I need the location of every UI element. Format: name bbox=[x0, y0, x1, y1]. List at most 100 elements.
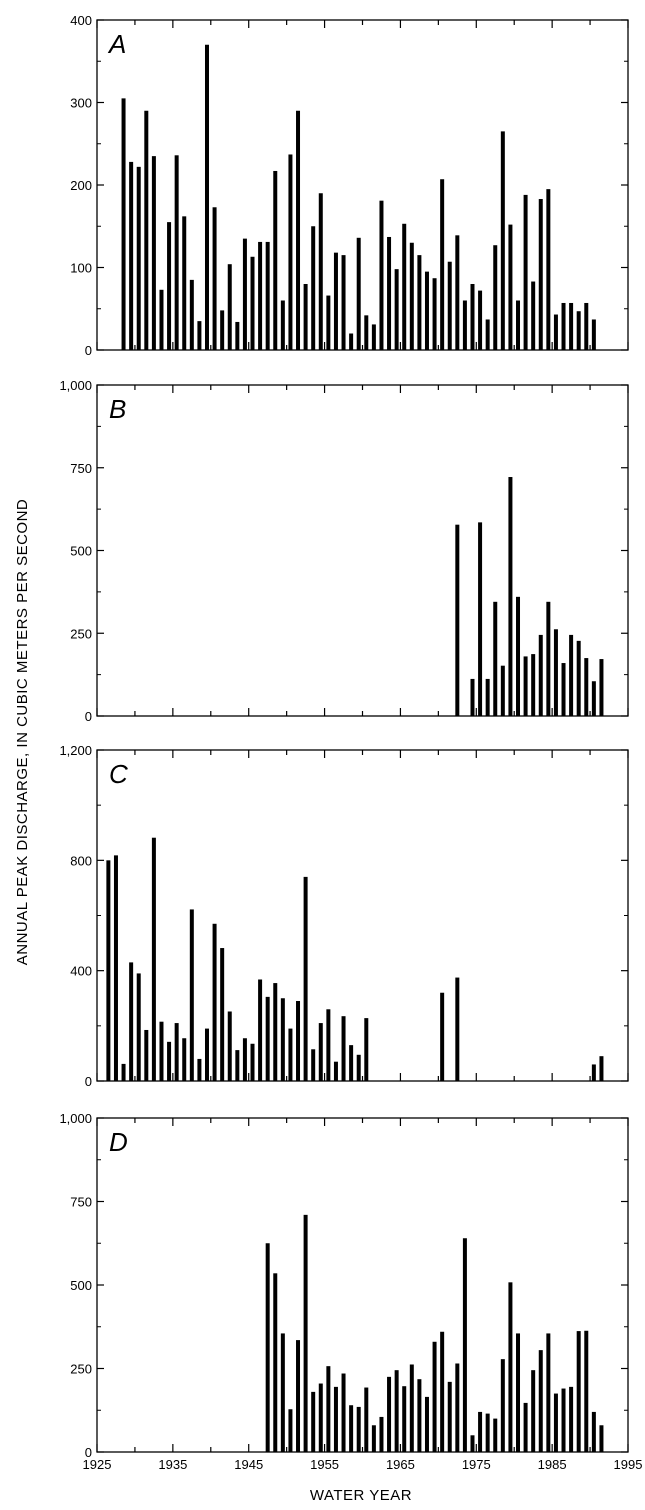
bar bbox=[280, 998, 285, 1081]
bar bbox=[212, 923, 217, 1081]
bar bbox=[265, 996, 270, 1081]
bar bbox=[402, 223, 407, 350]
bar bbox=[508, 1282, 513, 1452]
bar bbox=[500, 131, 505, 350]
bar bbox=[493, 245, 498, 350]
bar bbox=[349, 1405, 354, 1452]
bar bbox=[341, 255, 346, 350]
y-tick-label: 0 bbox=[85, 1445, 92, 1460]
y-tick-label: 400 bbox=[70, 964, 92, 979]
bar bbox=[326, 1366, 331, 1452]
bar bbox=[333, 1386, 338, 1452]
bar bbox=[349, 333, 354, 350]
bar bbox=[227, 264, 232, 350]
bar bbox=[129, 962, 134, 1081]
y-tick-label: 500 bbox=[70, 1278, 92, 1293]
bar bbox=[447, 261, 452, 350]
bar bbox=[151, 837, 156, 1081]
bar bbox=[478, 290, 483, 350]
panel-b: 0 250 500 750 1,000 B bbox=[59, 378, 629, 724]
bar bbox=[591, 319, 596, 350]
bar bbox=[470, 1435, 475, 1452]
bar bbox=[318, 1023, 323, 1081]
bar bbox=[144, 110, 149, 350]
bar bbox=[478, 1411, 483, 1452]
bar bbox=[303, 1214, 308, 1452]
y-tick-label: 1,000 bbox=[59, 378, 92, 393]
y-axis-title: ANNUAL PEAK DISCHARGE, IN CUBIC METERS P… bbox=[14, 499, 31, 966]
bar bbox=[538, 1350, 543, 1452]
bar bbox=[523, 1402, 528, 1452]
bar bbox=[500, 1359, 505, 1452]
bar bbox=[440, 1331, 445, 1452]
bar bbox=[546, 601, 551, 716]
y-tick-label: 1,200 bbox=[59, 743, 92, 758]
bar bbox=[394, 1370, 399, 1452]
bar bbox=[356, 237, 361, 350]
bar bbox=[508, 224, 513, 350]
bar bbox=[591, 1411, 596, 1452]
chart-panels: 0 100 200 300 400 A 0 250 500 750 1,000 B 0 400 800 1,2… bbox=[59, 13, 642, 1472]
bar bbox=[349, 1045, 354, 1081]
bar bbox=[584, 302, 589, 350]
bar bbox=[523, 194, 528, 350]
y-tick-label: 750 bbox=[70, 461, 92, 476]
bar bbox=[235, 1050, 240, 1081]
y-tick-label: 250 bbox=[70, 626, 92, 641]
bar bbox=[159, 289, 164, 350]
x-tick-label: 1935 bbox=[158, 1457, 187, 1472]
bar bbox=[561, 1388, 566, 1452]
bar bbox=[531, 281, 536, 350]
y-tick-label: 750 bbox=[70, 1195, 92, 1210]
x-tick-label: 1975 bbox=[462, 1457, 491, 1472]
bar bbox=[379, 1416, 384, 1452]
bar bbox=[599, 1056, 604, 1081]
panel-letter: A bbox=[107, 29, 126, 59]
x-tick-label: 1985 bbox=[538, 1457, 567, 1472]
bar bbox=[478, 522, 483, 716]
bar bbox=[440, 992, 445, 1081]
bar bbox=[516, 596, 521, 716]
bar bbox=[516, 1333, 521, 1452]
bar bbox=[379, 200, 384, 350]
bar bbox=[356, 1406, 361, 1452]
bar bbox=[569, 302, 574, 350]
bar bbox=[167, 1041, 172, 1081]
bar bbox=[280, 1333, 285, 1452]
bar bbox=[447, 1381, 452, 1452]
bar bbox=[258, 241, 263, 350]
bar bbox=[470, 284, 475, 350]
bar bbox=[174, 1023, 179, 1081]
bar bbox=[250, 256, 255, 350]
x-tick-label: 1955 bbox=[310, 1457, 339, 1472]
bar bbox=[553, 629, 558, 716]
bar bbox=[220, 310, 225, 350]
y-tick-label: 100 bbox=[70, 261, 92, 276]
panel-letter: D bbox=[109, 1127, 128, 1157]
panel-letter: B bbox=[109, 394, 126, 424]
bar bbox=[561, 302, 566, 350]
y-tick-label: 300 bbox=[70, 96, 92, 111]
bar bbox=[288, 1028, 293, 1081]
bar bbox=[318, 1383, 323, 1452]
bar bbox=[151, 156, 156, 350]
bar bbox=[485, 319, 490, 350]
bar bbox=[174, 155, 179, 350]
bar bbox=[462, 1238, 467, 1452]
bar bbox=[599, 659, 604, 716]
bar bbox=[440, 179, 445, 350]
bar bbox=[455, 235, 460, 350]
bar bbox=[189, 909, 194, 1081]
bar bbox=[561, 663, 566, 716]
bar bbox=[569, 634, 574, 716]
bar bbox=[508, 477, 513, 716]
bar bbox=[546, 1333, 551, 1452]
x-tick-label: 1945 bbox=[234, 1457, 263, 1472]
bar bbox=[265, 241, 270, 350]
bar bbox=[204, 44, 209, 350]
bar bbox=[106, 860, 111, 1081]
bar bbox=[258, 979, 263, 1081]
bar bbox=[538, 199, 543, 350]
bar bbox=[432, 1341, 437, 1452]
